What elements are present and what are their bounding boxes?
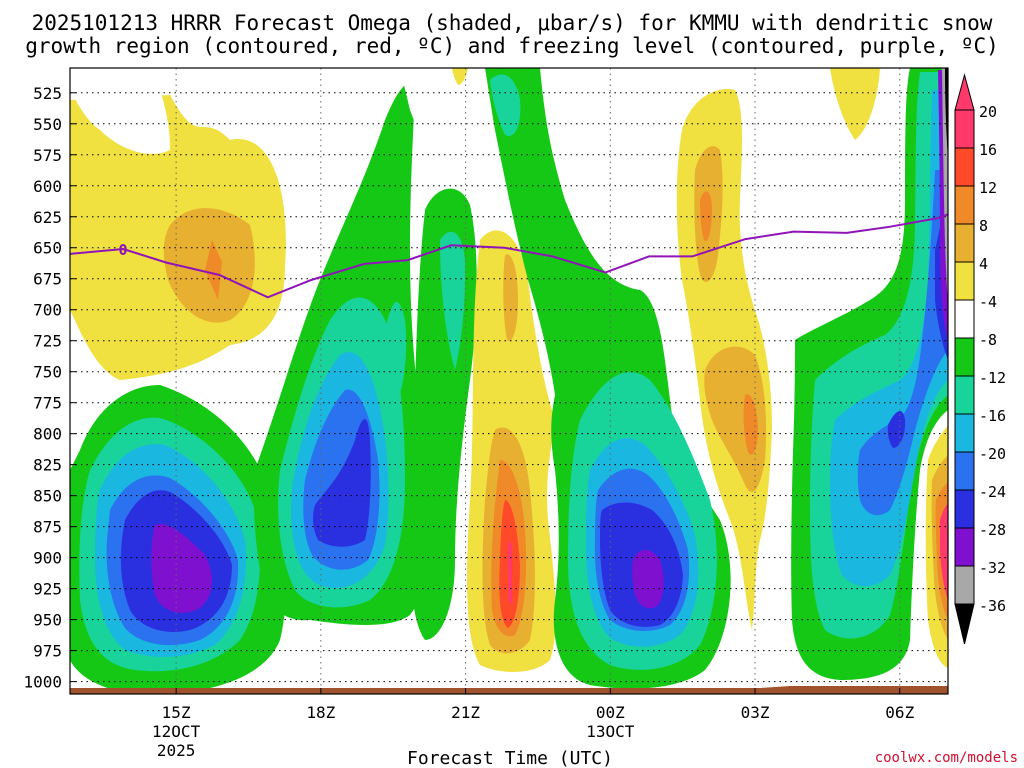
y-tick-label: 675: [33, 270, 62, 289]
x-tick-date-label: 12OCT: [152, 722, 201, 741]
y-tick-label: 775: [33, 394, 62, 413]
freezing-level-label: 0: [119, 241, 128, 259]
colorbar-label: 8: [979, 217, 988, 235]
y-tick-label: 925: [33, 580, 62, 599]
y-tick-label: 1000: [23, 673, 62, 692]
y-tick-label: 575: [33, 146, 62, 165]
ascent-filament-21z: [410, 188, 477, 641]
colorbar: 20 16 12 8 4 -4 -8 -12 -16 -20 -24 -28 -32 -36: [954, 73, 1006, 645]
x-tick-label: 21Z: [451, 703, 480, 722]
y-tick-label: 750: [33, 363, 62, 382]
ascent-cell-18z: [253, 68, 520, 625]
grid-lines: [70, 68, 948, 694]
colorbar-label: -32: [979, 559, 1006, 577]
y-tick-label: 600: [33, 177, 62, 196]
colorbar-swatch: [954, 185, 975, 225]
credit-text: coolwx.com/models: [875, 750, 1018, 766]
y-tick-label: 850: [33, 487, 62, 506]
colorbar-label: 4: [979, 255, 988, 273]
colorbar-swatch: [954, 375, 975, 415]
y-axis: 525 550 575 600 625 650 675 700 725 750 775 800 825 8…: [23, 84, 76, 692]
colorbar-label: -12: [979, 369, 1006, 387]
x-tick-label: 03Z: [741, 703, 770, 722]
colorbar-label: -28: [979, 521, 1006, 539]
y-tick-label: 800: [33, 425, 62, 444]
colorbar-swatch: [954, 261, 975, 301]
colorbar-swatch: [954, 299, 975, 339]
colorbar-label: 16: [979, 141, 997, 159]
y-tick-label: 875: [33, 518, 62, 537]
freezing-level-contour: 0: [70, 213, 948, 299]
y-tick-label: 950: [33, 611, 62, 630]
x-tick-year-label: 2025: [157, 741, 196, 760]
x-tick-label: 18Z: [306, 703, 335, 722]
descent-right-edge: [925, 425, 948, 668]
colorbar-top-triangle: [954, 73, 975, 111]
terrain-strip: [70, 686, 948, 694]
freezing-level-line: [70, 213, 948, 299]
colorbar-label: -24: [979, 483, 1006, 501]
colorbar-label: 12: [979, 179, 997, 197]
y-tick-label: 975: [33, 642, 62, 661]
y-tick-label: 625: [33, 208, 62, 227]
ascent-cell-15z: [70, 385, 287, 694]
x-tick-label: 00Z: [596, 703, 625, 722]
colorbar-swatch: [954, 223, 975, 263]
y-tick-label: 525: [33, 84, 62, 103]
plot-area: 0: [70, 68, 948, 694]
colorbar-bottom-triangle: [954, 603, 975, 645]
chart-title-line-2: growth region (contoured, red, ºC) and f…: [25, 34, 999, 58]
y-tick-label: 650: [33, 239, 62, 258]
colorbar-swatch: [954, 147, 975, 187]
colorbar-label: 20: [979, 103, 997, 121]
colorbar-swatch: [954, 337, 975, 377]
y-tick-label: 900: [33, 549, 62, 568]
plot-frame: [69, 67, 949, 695]
colorbar-swatch: [954, 109, 975, 149]
y-tick-label: 700: [33, 301, 62, 320]
colorbar-label: -4: [979, 293, 997, 311]
x-axis-label: Forecast Time (UTC): [407, 748, 613, 768]
colorbar-swatch: [954, 451, 975, 491]
colorbar-swatch: [954, 565, 975, 605]
x-tick-label: 15Z: [162, 703, 191, 722]
colorbar-swatch: [954, 413, 975, 453]
colorbar-swatch: [954, 527, 975, 567]
descent-column-02z: [676, 68, 880, 631]
colorbar-label: -36: [979, 597, 1006, 615]
y-tick-label: 825: [33, 456, 62, 475]
chart-title-line-1: 2025101213 HRRR Forecast Omega (shaded, …: [32, 11, 993, 35]
colorbar-label: -8: [979, 331, 997, 349]
ascent-cell-00z: [485, 68, 731, 689]
colorbar-label: -16: [979, 407, 1006, 425]
y-tick-label: 725: [33, 332, 62, 351]
y-tick-label: 550: [33, 115, 62, 134]
x-tick-date-label: 13OCT: [586, 722, 635, 741]
descent-lobe-left: [70, 68, 286, 380]
colorbar-swatch: [954, 489, 975, 529]
colorbar-label: -20: [979, 445, 1006, 463]
x-tick-label: 06Z: [885, 703, 914, 722]
